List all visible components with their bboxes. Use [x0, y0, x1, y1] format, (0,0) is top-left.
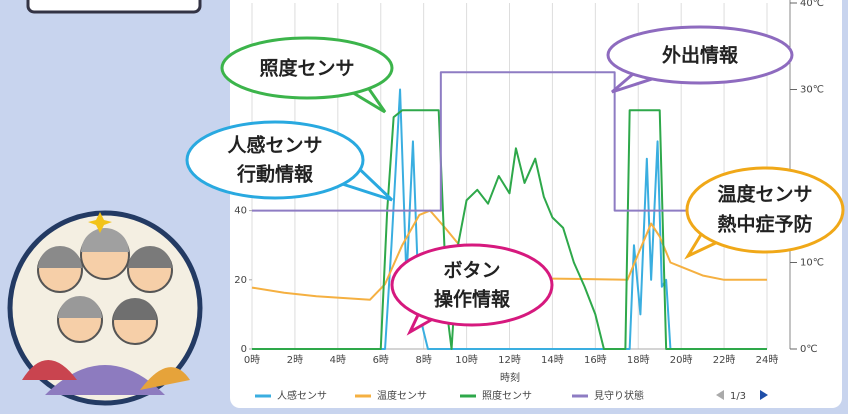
callout-text: 温度センサ	[717, 183, 812, 206]
y2-tick-label: 10℃	[800, 258, 824, 269]
x-tick-label: 4時	[330, 354, 346, 366]
x-tick-label: 12時	[498, 354, 521, 366]
callout-text: 外出情報	[662, 44, 739, 67]
legend-label[interactable]: 人感センサ	[277, 389, 327, 402]
pager-prev[interactable]	[716, 390, 724, 400]
x-tick-label: 6時	[373, 354, 389, 366]
x-tick-label: 20時	[670, 354, 693, 366]
callout: 人感センサ 行動情報	[185, 120, 394, 202]
x-tick-label: 10時	[455, 354, 478, 366]
pager-next[interactable]	[760, 390, 768, 400]
x-tick-label: 8時	[415, 354, 431, 366]
illustration	[7, 210, 203, 406]
series-line	[252, 109, 767, 350]
callout: 外出情報	[606, 25, 794, 94]
y-tick-label: 20	[234, 275, 247, 286]
callout-text: ボタン	[443, 260, 500, 282]
series-line	[252, 88, 767, 350]
callout: ボタン 操作情報	[390, 243, 554, 336]
x-tick-label: 22時	[713, 354, 736, 366]
x-tick-label: 2時	[287, 354, 303, 366]
pager-text: 1/3	[730, 391, 746, 402]
top-button[interactable]	[26, 0, 202, 14]
callout: 照度センサ	[220, 36, 394, 114]
y2-tick-label: 40℃	[800, 0, 824, 9]
legend-label[interactable]: 温度センサ	[377, 389, 427, 402]
legend-label[interactable]: 照度センサ	[482, 389, 532, 402]
x-tick-label: 16時	[584, 354, 607, 366]
x-tick-label: 24時	[756, 354, 779, 366]
y-tick-label: 0	[241, 344, 247, 355]
callout-text: 熱中症予防	[717, 213, 812, 236]
callout-text: 照度センサ	[259, 57, 354, 80]
x-tick-label: 18時	[627, 354, 650, 366]
callout-text: 人感センサ	[227, 134, 322, 157]
callout-text: 操作情報	[434, 288, 511, 311]
x-tick-label: 14時	[541, 354, 564, 366]
x-axis-title: 時刻	[500, 371, 520, 384]
x-tick-label: 0時	[244, 354, 260, 366]
series-line	[252, 71, 767, 212]
callout: 温度センサ 熱中症予防	[684, 166, 845, 260]
callout-text: 行動情報	[236, 163, 314, 186]
legend-label[interactable]: 見守り状態	[594, 389, 644, 402]
y2-tick-label: 30℃	[800, 85, 824, 96]
y2-tick-label: 0℃	[800, 344, 818, 355]
y-tick-label: 40	[234, 206, 247, 217]
